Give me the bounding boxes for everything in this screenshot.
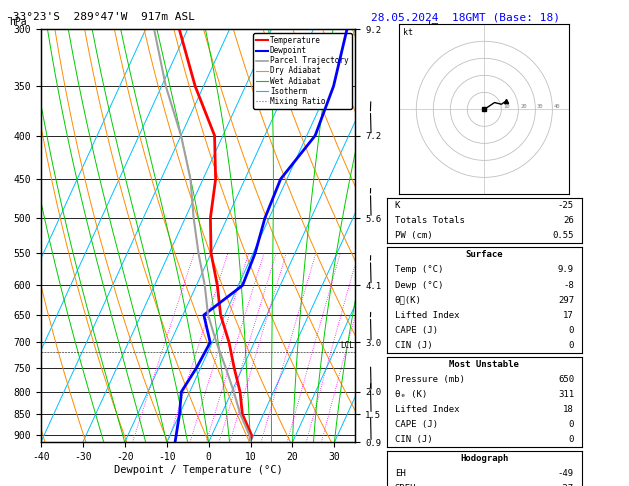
- Text: 650: 650: [558, 375, 574, 384]
- Text: hPa: hPa: [9, 17, 27, 27]
- Text: 40: 40: [554, 104, 560, 109]
- Legend: Temperature, Dewpoint, Parcel Trajectory, Dry Adiabat, Wet Adiabat, Isotherm, Mi: Temperature, Dewpoint, Parcel Trajectory…: [253, 33, 352, 109]
- Text: 26: 26: [564, 216, 574, 226]
- X-axis label: Dewpoint / Temperature (°C): Dewpoint / Temperature (°C): [114, 465, 282, 475]
- Text: 6: 6: [228, 449, 232, 454]
- Text: 9.9: 9.9: [558, 265, 574, 275]
- Text: 10: 10: [257, 449, 265, 454]
- Text: CAPE (J): CAPE (J): [394, 326, 438, 335]
- Text: 15: 15: [283, 449, 291, 454]
- Text: -33°23'S  289°47'W  917m ASL: -33°23'S 289°47'W 917m ASL: [6, 12, 195, 22]
- Text: Lifted Index: Lifted Index: [394, 311, 459, 320]
- Text: -27: -27: [558, 484, 574, 486]
- Text: CAPE (J): CAPE (J): [394, 419, 438, 429]
- Text: 4: 4: [204, 449, 208, 454]
- Text: 0: 0: [569, 434, 574, 444]
- Text: 297: 297: [558, 295, 574, 305]
- Text: PW (cm): PW (cm): [394, 231, 432, 241]
- Text: CIN (J): CIN (J): [394, 341, 432, 350]
- Text: 5: 5: [217, 449, 221, 454]
- Text: Lifted Index: Lifted Index: [394, 405, 459, 414]
- Text: SREH: SREH: [394, 484, 416, 486]
- Text: 25: 25: [317, 449, 326, 454]
- Text: LCL: LCL: [340, 341, 354, 350]
- Text: K: K: [394, 201, 400, 210]
- Text: EH: EH: [394, 469, 405, 478]
- Text: -49: -49: [558, 469, 574, 478]
- Text: Totals Totals: Totals Totals: [394, 216, 464, 226]
- Text: kt: kt: [403, 28, 413, 36]
- Text: Hodograph: Hodograph: [460, 453, 508, 463]
- Text: 1: 1: [130, 449, 135, 454]
- Text: 20: 20: [302, 449, 311, 454]
- Text: 0.55: 0.55: [552, 231, 574, 241]
- Text: Temp (°C): Temp (°C): [394, 265, 443, 275]
- Text: 0: 0: [569, 341, 574, 350]
- Text: CIN (J): CIN (J): [394, 434, 432, 444]
- Text: -8: -8: [564, 280, 574, 290]
- Text: Pressure (mb): Pressure (mb): [394, 375, 464, 384]
- Text: Surface: Surface: [465, 250, 503, 260]
- Text: 2: 2: [166, 449, 170, 454]
- Text: 0: 0: [569, 326, 574, 335]
- Text: Most Unstable: Most Unstable: [449, 360, 520, 369]
- Text: θₑ (K): θₑ (K): [394, 390, 427, 399]
- Text: 0: 0: [569, 419, 574, 429]
- Text: 3: 3: [188, 449, 192, 454]
- Text: θᴄ(K): θᴄ(K): [394, 295, 421, 305]
- Text: Dewp (°C): Dewp (°C): [394, 280, 443, 290]
- Text: 10: 10: [503, 104, 509, 109]
- Text: 30: 30: [537, 104, 543, 109]
- Y-axis label: km
ASL: km ASL: [425, 21, 443, 42]
- Text: 17: 17: [564, 311, 574, 320]
- Text: 18: 18: [564, 405, 574, 414]
- Text: -25: -25: [558, 201, 574, 210]
- Text: 311: 311: [558, 390, 574, 399]
- Text: 20: 20: [520, 104, 526, 109]
- Text: 28.05.2024  18GMT (Base: 18): 28.05.2024 18GMT (Base: 18): [371, 12, 560, 22]
